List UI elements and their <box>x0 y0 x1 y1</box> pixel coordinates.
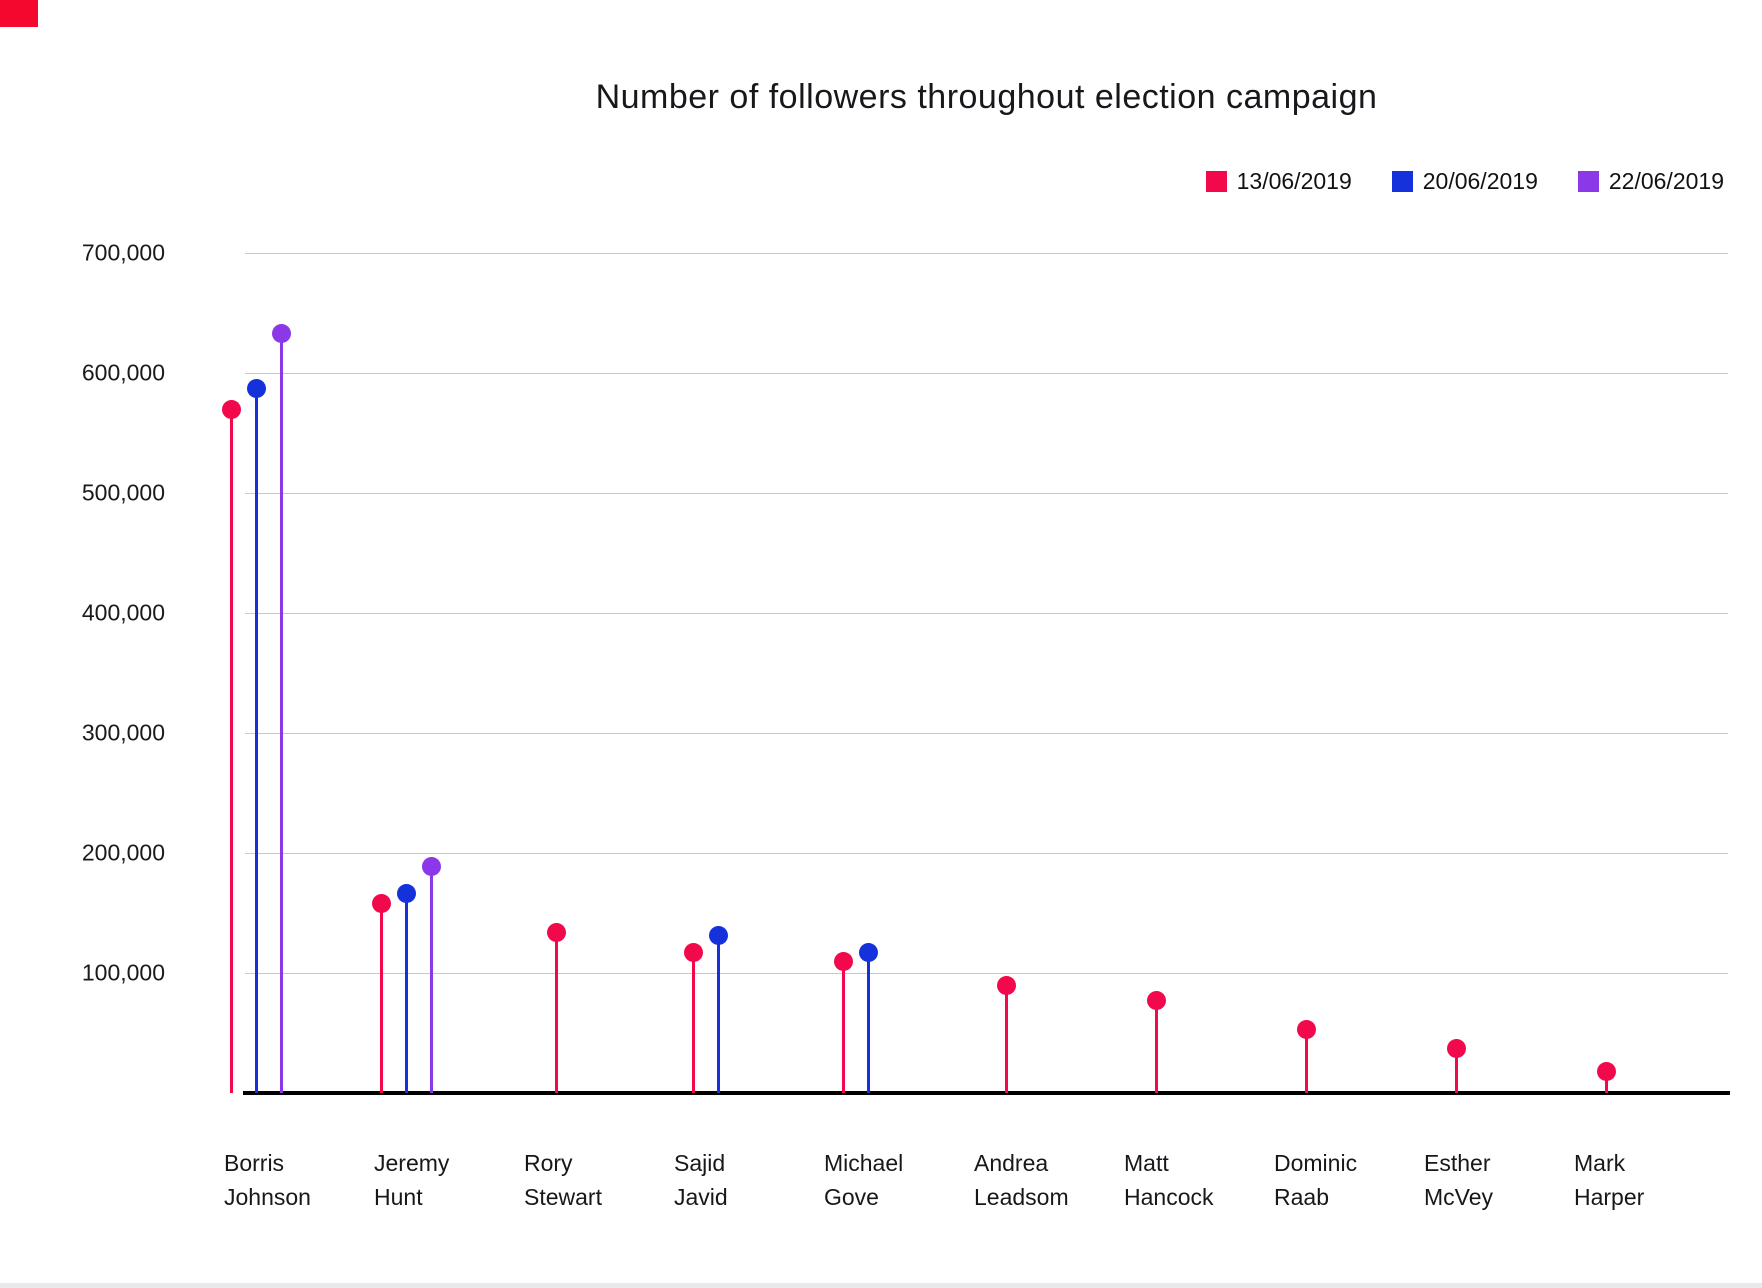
x-axis-category-label-line: Andrea <box>974 1150 1049 1176</box>
x-axis-category-label-line: Hancock <box>1124 1184 1214 1210</box>
x-axis-category-label: Rory Stewart <box>524 1146 602 1214</box>
legend-item-13/06/2019[interactable]: 13/06/2019 <box>1205 168 1352 195</box>
x-axis-category-label-line: Raab <box>1274 1184 1329 1210</box>
y-axis-tick-label: 300,000 <box>81 719 165 746</box>
data-point-13/06/2019 <box>684 943 703 963</box>
lollipop-stem-13/06/2019 <box>554 932 558 1093</box>
lollipop-stem-13/06/2019 <box>1154 1000 1158 1093</box>
data-point-13/06/2019 <box>1296 1019 1316 1039</box>
x-axis-category-label-line: Matt <box>1124 1150 1169 1176</box>
data-point-13/06/2019 <box>371 893 391 913</box>
data-point-13/06/2019 <box>1146 991 1166 1011</box>
y-axis-tick-label: 700,000 <box>81 239 165 266</box>
legend-item-22/06/2019[interactable]: 22/06/2019 <box>1577 168 1724 195</box>
x-axis-category-label-line: Mark <box>1574 1150 1626 1176</box>
x-axis-category-label: Jeremy Hunt <box>374 1146 449 1214</box>
legend-label: 13/06/2019 <box>1236 168 1352 194</box>
x-axis-category-label-line: Johnson <box>224 1184 311 1210</box>
data-point-13/06/2019 <box>834 951 853 971</box>
lollipop-stem-13/06/2019 <box>842 961 845 1093</box>
lollipop-stem-22/06/2019 <box>429 866 433 1093</box>
x-axis-category-label: Mark Harper <box>1574 1146 1644 1214</box>
chart-legend: 13/06/2019 20/06/2019 22/06/2019 <box>1205 168 1724 195</box>
x-axis-category-label-line: Leadsom <box>974 1184 1069 1210</box>
x-axis-category-label-line: Gove <box>824 1184 879 1210</box>
data-point-13/06/2019 <box>1596 1061 1616 1081</box>
lollipop-stem-22/06/2019 <box>279 333 283 1093</box>
y-gridline <box>245 373 1728 374</box>
x-axis-line <box>243 1091 1730 1095</box>
x-axis-category-label-line: Rory <box>524 1150 573 1176</box>
y-axis-tick-label: 500,000 <box>81 479 165 506</box>
x-axis-category-label-line: Borris <box>224 1150 285 1176</box>
x-axis-category-label-line: Javid <box>674 1184 728 1210</box>
lollipop-stem-20/06/2019 <box>867 952 870 1093</box>
lollipop-stem-13/06/2019 <box>379 903 383 1093</box>
y-gridline <box>245 493 1728 494</box>
data-point-20/06/2019 <box>246 379 266 399</box>
x-axis-category-label-line: Harper <box>1574 1184 1645 1210</box>
data-point-13/06/2019 <box>221 399 241 419</box>
y-gridline <box>245 253 1728 254</box>
legend-label: 22/06/2019 <box>1608 168 1724 194</box>
data-point-13/06/2019 <box>996 975 1016 995</box>
x-axis-category-label-line: Stewart <box>524 1184 602 1210</box>
y-axis-tick-label: 400,000 <box>81 599 165 626</box>
data-point-20/06/2019 <box>859 943 878 963</box>
data-point-20/06/2019 <box>396 884 416 904</box>
x-axis-category-label-line: Sajid <box>674 1150 726 1176</box>
lollipop-stem-13/06/2019 <box>692 952 695 1093</box>
lollipop-stem-20/06/2019 <box>404 893 408 1093</box>
data-point-13/06/2019 <box>1446 1039 1466 1059</box>
x-axis-category-label: Borris Johnson <box>224 1146 311 1214</box>
lollipop-stem-20/06/2019 <box>717 935 720 1093</box>
x-axis-category-label-line: Michael <box>824 1150 904 1176</box>
legend-swatch-icon <box>1577 171 1599 192</box>
lollipop-stem-13/06/2019 <box>229 409 233 1093</box>
y-axis-tick-label: 600,000 <box>81 359 165 386</box>
lollipop-stem-13/06/2019 <box>1004 985 1008 1093</box>
y-gridline <box>245 973 1728 974</box>
top-left-red-fragment <box>0 0 38 27</box>
y-axis-tick-label: 200,000 <box>81 839 165 866</box>
x-axis-category-label: Sajid Javid <box>674 1146 728 1214</box>
x-axis-category-label: Esther McVey <box>1424 1146 1493 1214</box>
lollipop-stem-13/06/2019 <box>1454 1048 1458 1093</box>
x-axis-category-label: Dominic Raab <box>1274 1146 1357 1214</box>
x-axis-category-label-line: Hunt <box>374 1184 423 1210</box>
legend-swatch-icon <box>1205 171 1227 192</box>
x-axis-category-label: Andrea Leadsom <box>974 1146 1069 1214</box>
bottom-edge-strip <box>0 1283 1762 1288</box>
chart-title: Number of followers throughout election … <box>595 78 1378 116</box>
x-axis-category-label: Matt Hancock <box>1124 1146 1213 1214</box>
data-point-13/06/2019 <box>546 922 566 942</box>
y-gridline <box>245 613 1728 614</box>
data-point-22/06/2019 <box>271 323 291 343</box>
lollipop-stem-13/06/2019 <box>1304 1029 1308 1093</box>
lollipop-stem-13/06/2019 <box>1604 1071 1608 1093</box>
data-point-22/06/2019 <box>421 856 441 876</box>
x-axis-category-label-line: Dominic <box>1274 1150 1358 1176</box>
x-axis-category-label-line: Jeremy <box>374 1150 450 1176</box>
x-axis-category-label-line: McVey <box>1424 1184 1494 1210</box>
x-axis-category-label-line: Esther <box>1424 1150 1491 1176</box>
legend-swatch-icon <box>1391 171 1413 192</box>
lollipop-stem-20/06/2019 <box>254 388 258 1093</box>
legend-label: 20/06/2019 <box>1422 168 1538 194</box>
data-point-20/06/2019 <box>709 926 728 946</box>
y-axis-tick-label: 100,000 <box>81 959 165 986</box>
legend-item-20/06/2019[interactable]: 20/06/2019 <box>1391 168 1538 195</box>
y-gridline <box>245 853 1728 854</box>
y-gridline <box>245 733 1728 734</box>
x-axis-category-label: Michael Gove <box>824 1146 903 1214</box>
